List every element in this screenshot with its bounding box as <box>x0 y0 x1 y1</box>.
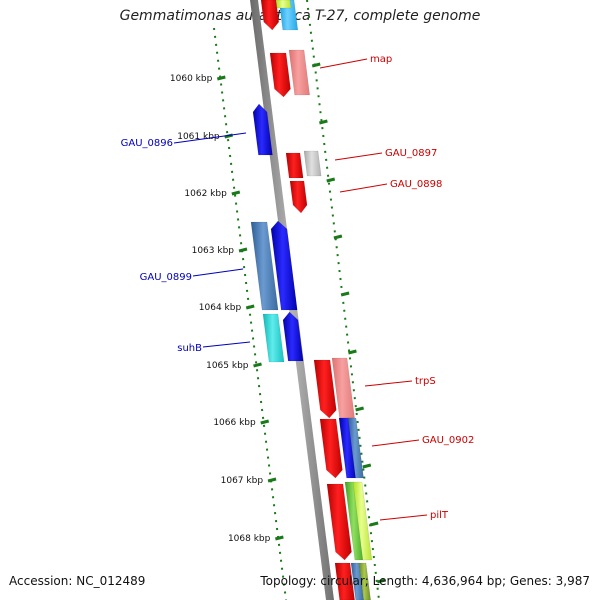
scale-tick-label: 1061 kbp <box>177 132 220 142</box>
bottom-steel-block <box>350 562 364 600</box>
ring-tick-mark <box>311 62 321 68</box>
trpS-gene-block <box>313 359 337 419</box>
gene-label[interactable]: GAU_0898 <box>390 179 442 190</box>
gene-label-leader <box>319 58 368 69</box>
gene-label-leader <box>364 380 413 387</box>
gau0898-gene-block <box>289 180 308 214</box>
gene-features <box>250 0 373 600</box>
scale-ticks: 1060 kbp 1061 kbp 1062 kbp 1063 kbp 1064 kbp… <box>170 74 284 544</box>
gene-label[interactable]: pilT <box>430 510 449 521</box>
scale-tick-label: 1062 kbp <box>184 189 227 199</box>
scale-tick-label: 1064 kbp <box>199 303 242 313</box>
scale-tick-mark <box>267 477 277 483</box>
lime-block-top <box>275 0 292 9</box>
pilT-lime-block <box>352 481 373 561</box>
map-gene-block <box>269 52 291 98</box>
gau0902-steel-block <box>347 417 364 479</box>
ring-tick-mark <box>319 119 328 125</box>
gene-label-leader <box>371 439 420 447</box>
gau0897-gene-block <box>285 152 304 179</box>
gene-label[interactable]: suhB <box>177 343 202 354</box>
scale-tick-label: 1067 kbp <box>221 476 264 486</box>
scale-tick-mark <box>260 419 270 425</box>
scale-tick-label: 1068 kbp <box>228 534 271 544</box>
suhB-gene-block <box>262 313 285 363</box>
scale-tick-mark <box>253 362 262 368</box>
scale-tick-label: 1063 kbp <box>192 246 235 256</box>
scale-ring-left <box>213 27 287 600</box>
gene-label-leader <box>173 132 247 144</box>
ring-tick-mark <box>348 349 357 355</box>
gene-label-leader <box>334 152 383 161</box>
gene-labels: map GAU_0896 GAU_0897 GAU_0898 GAU_0899 suhB t… <box>121 54 475 521</box>
gene-label-leader <box>192 268 244 277</box>
ring-tick-mark <box>333 234 343 240</box>
ring-tick-mark <box>369 521 379 527</box>
scale-tick-label: 1066 kbp <box>213 418 256 428</box>
scale-tick-mark <box>231 190 241 196</box>
gau0899-blue-block <box>270 220 298 311</box>
scale-tick-label: 1060 kbp <box>170 74 213 84</box>
ring-tick-mark <box>362 463 372 469</box>
map-pink-block <box>288 49 310 96</box>
scale-tick-mark <box>238 247 248 253</box>
scale-tick-mark <box>245 304 255 310</box>
gene-label[interactable]: GAU_0899 <box>140 272 192 283</box>
map-upstream-block <box>260 0 280 31</box>
ring-ticks <box>311 62 386 584</box>
map-title: Gemmatimonas aurantiaca T-27, complete g… <box>119 8 481 24</box>
gau0896-gene-block <box>252 103 273 156</box>
ring-tick-mark <box>355 406 364 412</box>
gene-label-leader <box>202 341 251 348</box>
gene-label[interactable]: GAU_0896 <box>121 138 173 149</box>
bottom-olive-block <box>358 562 371 600</box>
gau0899-gene-block <box>250 221 279 311</box>
gau0897-gray-block <box>303 150 322 177</box>
accession: Accession: NC_012489 <box>9 574 146 588</box>
genome-summary: Topology: circular; Length: 4,636,964 bp… <box>260 574 590 588</box>
suhB-blue-block <box>282 311 304 362</box>
gau0902-gene-block <box>319 418 343 479</box>
pilT-gene-block <box>326 483 352 561</box>
scale-tick-label: 1065 kbp <box>206 361 249 371</box>
gene-label[interactable]: map <box>370 54 392 65</box>
scale-tick-mark <box>274 535 284 541</box>
ring-tick-mark <box>340 291 350 297</box>
ring-tick-mark <box>326 177 336 183</box>
bottom-red-block <box>334 562 355 600</box>
gene-label[interactable]: GAU_0897 <box>385 148 437 159</box>
gene-label-leader <box>379 514 428 521</box>
scale-tick-mark <box>216 75 226 81</box>
gene-label-leader <box>339 183 388 193</box>
gene-label[interactable]: GAU_0902 <box>422 435 474 446</box>
ring-tick-mark <box>376 578 386 584</box>
gene-label[interactable]: trpS <box>415 376 436 387</box>
